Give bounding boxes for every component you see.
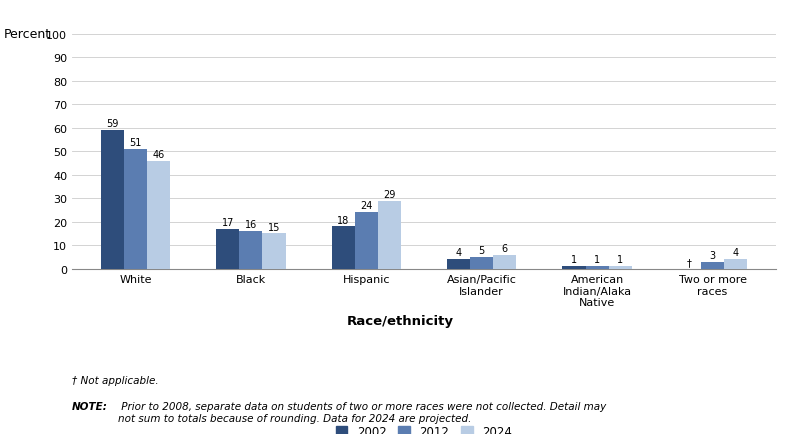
Text: Percent: Percent bbox=[4, 28, 51, 41]
Text: 51: 51 bbox=[130, 138, 142, 148]
Text: NOTE:: NOTE: bbox=[72, 401, 108, 411]
Text: 59: 59 bbox=[106, 119, 118, 129]
Bar bbox=[124, 150, 147, 269]
Legend: 2002, 2012, 2024: 2002, 2012, 2024 bbox=[331, 420, 517, 434]
Text: †: † bbox=[687, 257, 692, 267]
Bar bbox=[354, 213, 378, 269]
Bar bbox=[262, 234, 286, 269]
Bar bbox=[216, 229, 239, 269]
Text: 1: 1 bbox=[617, 255, 623, 265]
Bar bbox=[494, 255, 516, 269]
Text: 1: 1 bbox=[571, 255, 577, 265]
Bar bbox=[609, 267, 632, 269]
Text: 29: 29 bbox=[383, 189, 395, 199]
Text: 5: 5 bbox=[478, 246, 485, 256]
Text: 4: 4 bbox=[455, 248, 462, 258]
Text: † Not applicable.: † Not applicable. bbox=[72, 375, 158, 385]
Bar bbox=[447, 260, 470, 269]
Bar bbox=[586, 267, 609, 269]
Text: Prior to 2008, separate data on students of two or more races were not collected: Prior to 2008, separate data on students… bbox=[118, 401, 606, 423]
Bar bbox=[701, 262, 724, 269]
Bar bbox=[470, 257, 494, 269]
Text: 15: 15 bbox=[268, 222, 280, 232]
Bar bbox=[239, 232, 262, 269]
Text: 18: 18 bbox=[337, 215, 350, 225]
Text: Race/ethnicity: Race/ethnicity bbox=[346, 315, 454, 328]
Text: 1: 1 bbox=[594, 255, 600, 265]
Text: 4: 4 bbox=[733, 248, 738, 258]
Bar bbox=[101, 131, 124, 269]
Bar bbox=[724, 260, 747, 269]
Text: 6: 6 bbox=[502, 243, 508, 253]
Bar bbox=[378, 201, 401, 269]
Bar bbox=[332, 227, 354, 269]
Text: 3: 3 bbox=[710, 250, 715, 260]
Text: 16: 16 bbox=[245, 220, 257, 230]
Bar bbox=[562, 267, 586, 269]
Text: 24: 24 bbox=[360, 201, 373, 211]
Bar bbox=[147, 161, 170, 269]
Text: 46: 46 bbox=[153, 149, 165, 159]
Text: 17: 17 bbox=[222, 217, 234, 227]
